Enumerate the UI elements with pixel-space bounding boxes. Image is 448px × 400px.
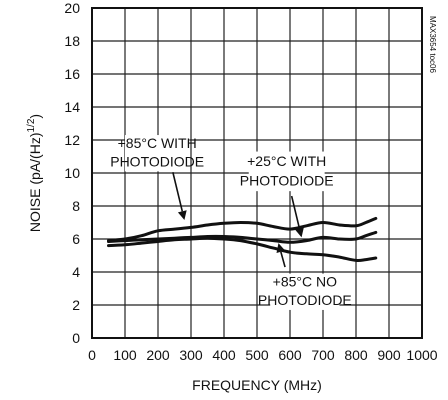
y-axis-title: NOISE (pA/(Hz)1/2)	[26, 114, 43, 232]
annotation-arrow-shaft	[172, 171, 184, 212]
x-tick-label: 100	[113, 347, 137, 363]
series-line	[107, 216, 378, 243]
x-tick-label: 600	[278, 347, 302, 363]
y-tick-label: 6	[72, 231, 80, 247]
annotation-text: PHOTODIODE	[110, 153, 204, 169]
y-axis-title-superscript: 1/2	[26, 118, 37, 132]
y-tick-label: 12	[64, 132, 80, 148]
series-lines	[107, 216, 378, 263]
y-tick-label: 0	[72, 330, 80, 346]
x-tick-label: 900	[377, 347, 401, 363]
series-line	[107, 230, 378, 244]
annotation-background	[125, 135, 190, 172]
series-line	[107, 236, 378, 263]
annotation-text: +85°C WITH	[118, 135, 197, 151]
y-tick-label: 20	[64, 0, 80, 16]
x-tick-label: 800	[344, 347, 368, 363]
x-tick-label: 700	[311, 347, 335, 363]
y-tick-label: 16	[64, 66, 80, 82]
x-tick-label: 500	[245, 347, 269, 363]
annotation-arrow-shaft	[280, 251, 286, 268]
y-tick-label: 8	[72, 198, 80, 214]
annotation-background	[248, 151, 325, 192]
x-axis-title: FREQUENCY (MHz)	[192, 377, 322, 393]
y-tick-label: 4	[72, 264, 80, 280]
x-tick-label: 200	[146, 347, 170, 363]
plot-frame	[91, 7, 423, 339]
annotation-text: PHOTODIODE	[258, 292, 352, 308]
y-tick-label: 2	[72, 297, 80, 313]
annotation: +25°C WITH PHOTODIODE	[240, 151, 334, 238]
x-tick-label: 300	[179, 347, 203, 363]
annotation-arrow-head	[177, 210, 187, 221]
annotations: +85°C WITH PHOTODIODE +25°C WITH PHOTODIODE…	[110, 135, 352, 310]
y-axis-title-main: NOISE (pA/(Hz)	[27, 133, 43, 233]
figure-code: MAX3654 toc06	[428, 16, 437, 73]
y-tick-label: 10	[64, 165, 80, 181]
y-axis-title-tail: )	[27, 114, 43, 119]
annotation: +85°C NO PHOTODIODE	[258, 243, 352, 310]
x-tick-label: 0	[88, 347, 96, 363]
y-tick-label: 14	[64, 99, 80, 115]
annotation: +85°C WITH PHOTODIODE	[110, 135, 204, 221]
y-tick-label: 18	[64, 33, 80, 49]
annotation-arrow-head	[295, 227, 304, 238]
tick-labels: 0 100 200 300 400 500 600 700 800 900 1000 0 2 4 6 8 10 1…	[64, 0, 437, 363]
annotation-arrow-shaft	[290, 195, 301, 229]
x-tick-label: 1000	[406, 347, 437, 363]
x-tick-label: 400	[212, 347, 236, 363]
annotation-text: +25°C WITH	[247, 153, 326, 169]
annotation-arrow-head	[276, 243, 286, 253]
annotation-background	[270, 273, 340, 310]
annotation-text: PHOTODIODE	[240, 173, 334, 189]
annotation-text: +85°C NO	[273, 274, 337, 290]
